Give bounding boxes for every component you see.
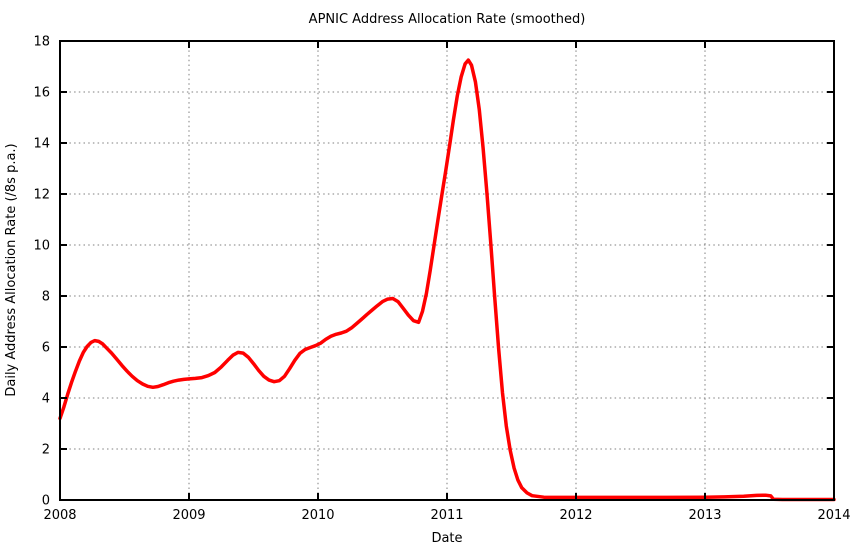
- x-tick-label: 2008: [43, 508, 76, 523]
- tick-labels: 2008 2009 2010 2011 2012 2013 2014 0 2 4 6 8 10 12 14 1…: [33, 35, 850, 524]
- y-tick-label: 2: [42, 443, 50, 458]
- x-tick-label: 2009: [172, 508, 205, 523]
- y-tick-label: 6: [42, 341, 50, 356]
- data-line: [58, 58, 836, 502]
- y-tick-label: 4: [42, 392, 50, 407]
- y-tick-label: 8: [42, 290, 50, 305]
- x-tick-label: 2013: [688, 508, 721, 523]
- axis-ticks: [59, 40, 835, 501]
- y-tick-label: 16: [33, 86, 50, 101]
- gridlines: [59, 40, 835, 501]
- x-tick-label: 2012: [559, 508, 592, 523]
- y-axis-label: Daily Address Allocation Rate (/8s p.a.): [4, 143, 19, 396]
- x-tick-label: 2011: [430, 508, 463, 523]
- chart-title: APNIC Address Allocation Rate (smoothed): [309, 12, 586, 27]
- data-series: [58, 58, 836, 502]
- y-tick-label: 12: [33, 188, 50, 203]
- y-tick-label: 18: [33, 35, 50, 50]
- x-axis-label: Date: [431, 531, 462, 546]
- y-tick-label: 14: [33, 137, 50, 152]
- x-tick-label: 2010: [301, 508, 334, 523]
- y-tick-label: 10: [33, 239, 50, 254]
- x-tick-label: 2014: [817, 508, 850, 523]
- y-tick-label: 0: [42, 494, 50, 509]
